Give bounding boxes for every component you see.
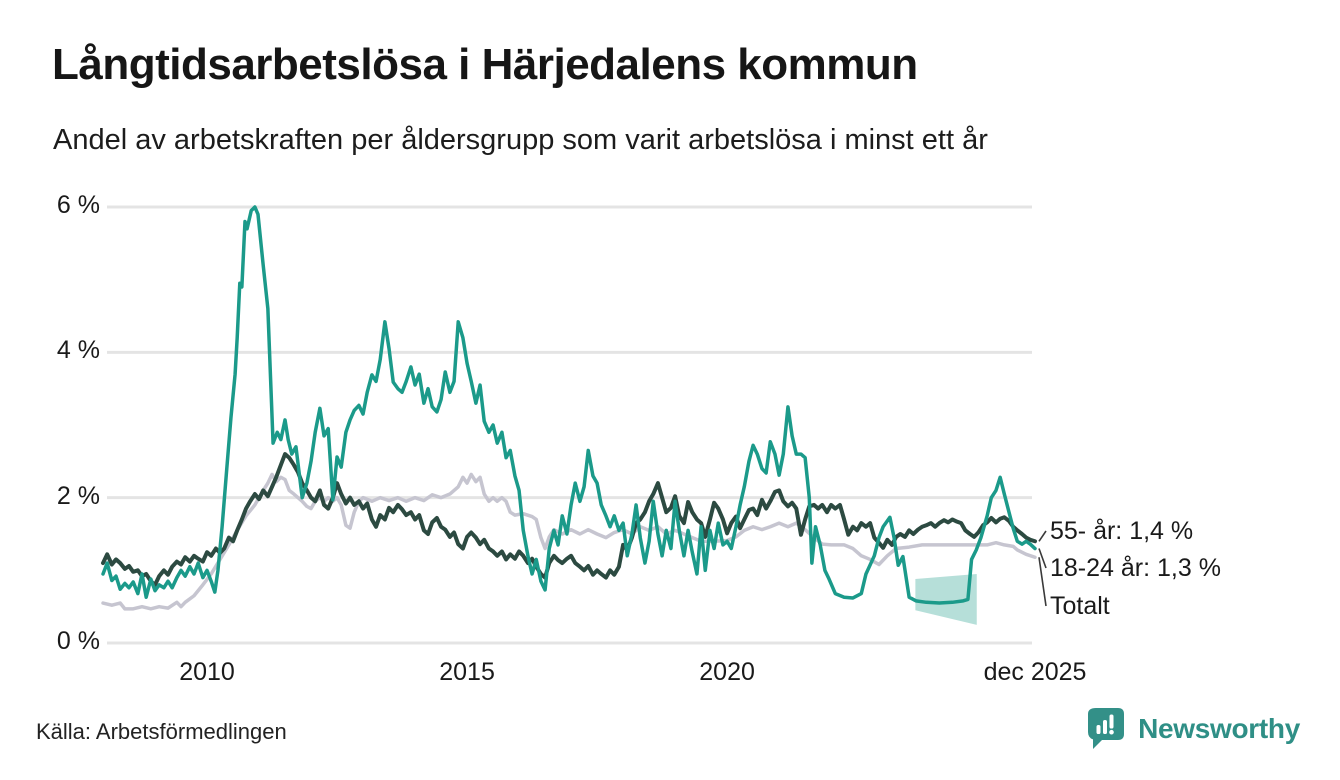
series-end-label-older: 55- år: 1,4 %: [1050, 517, 1194, 545]
y-axis-tick: 6 %: [56, 191, 100, 219]
series-end-label-youth: 18-24 år: 1,3 %: [1050, 554, 1221, 582]
leader-line: [1038, 530, 1047, 542]
x-axis-tick: 2020: [699, 658, 755, 686]
x-axis-tick: 2015: [439, 658, 495, 686]
newsworthy-logo-icon: [1088, 708, 1125, 749]
newsworthy-wordmark: Newsworthy: [1138, 713, 1300, 744]
y-axis-tick: 4 %: [56, 336, 100, 365]
uncertainty-band: [915, 573, 977, 625]
x-axis-tick: 2010: [179, 658, 235, 686]
y-axis-tick: 0 %: [56, 627, 100, 655]
leader-line: [1038, 548, 1047, 569]
line-series-18-24 år: [101, 205, 1037, 605]
leader-line: [1038, 557, 1047, 607]
y-axis-tick: 2 %: [56, 481, 100, 510]
newsworthy-logo: Newsworthy: [1086, 706, 1300, 752]
chart-subtitle: Andel av arbetskraften per åldersgrupp s…: [53, 124, 988, 156]
line-series-55- år: [101, 452, 1037, 587]
series-end-label-total: Totalt: [1050, 592, 1110, 620]
page-title: Långtidsarbetslösa i Härjedalens kommun: [52, 40, 918, 89]
x-axis-tick: dec 2025: [983, 658, 1087, 686]
source-note: Källa: Arbetsförmedlingen: [36, 719, 287, 744]
